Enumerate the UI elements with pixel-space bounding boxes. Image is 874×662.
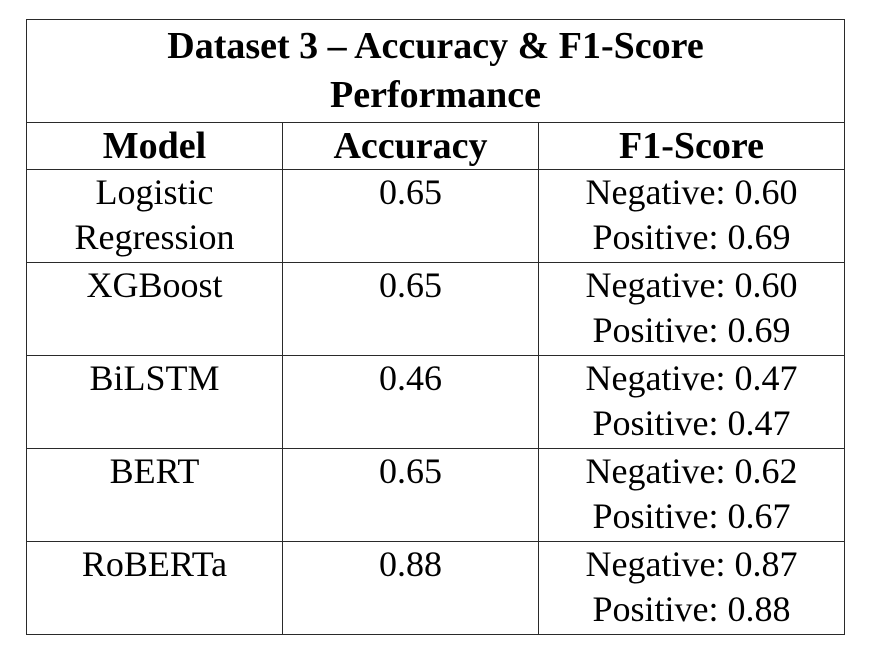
model-name-line-2: Regression — [74, 217, 235, 257]
f1-positive: Positive: 0.67 — [592, 496, 791, 536]
table-row: RoBERTa 0.88 Negative: 0.87 Positive: 0.… — [26, 541, 845, 635]
cell-f1-score: Negative: 0.60 Positive: 0.69 — [538, 169, 845, 263]
cell-model: BiLSTM — [26, 355, 283, 449]
cell-accuracy: 0.46 — [282, 355, 539, 449]
f1-negative: Negative: 0.60 — [585, 172, 798, 212]
header-model: Model — [26, 122, 283, 170]
cell-accuracy: 0.65 — [282, 448, 539, 542]
model-name-line-1: BiLSTM — [89, 358, 220, 398]
f1-negative: Negative: 0.62 — [585, 451, 798, 491]
f1-positive: Positive: 0.69 — [592, 217, 791, 257]
table-title-line-2: Performance — [330, 74, 541, 116]
table-row: BiLSTM 0.46 Negative: 0.47 Positive: 0.4… — [26, 355, 845, 449]
table-row: XGBoost 0.65 Negative: 0.60 Positive: 0.… — [26, 262, 845, 356]
performance-table: Dataset 3 – Accuracy & F1-Score Performa… — [26, 19, 845, 635]
f1-positive: Positive: 0.88 — [592, 589, 791, 629]
cell-model: RoBERTa — [26, 541, 283, 635]
f1-negative: Negative: 0.87 — [585, 544, 798, 584]
model-name-line-1: RoBERTa — [81, 544, 228, 584]
table-title: Dataset 3 – Accuracy & F1-Score Performa… — [26, 19, 845, 123]
model-name-line-1: BERT — [109, 451, 200, 491]
cell-model: BERT — [26, 448, 283, 542]
header-accuracy: Accuracy — [282, 122, 539, 170]
header-f1-score: F1-Score — [538, 122, 845, 170]
f1-positive: Positive: 0.47 — [592, 403, 791, 443]
cell-accuracy: 0.65 — [282, 169, 539, 263]
model-name-line-1: Logistic — [95, 172, 214, 212]
table-header-row: Model Accuracy F1-Score — [26, 122, 845, 170]
cell-accuracy: 0.65 — [282, 262, 539, 356]
f1-negative: Negative: 0.47 — [585, 358, 798, 398]
table-row: BERT 0.65 Negative: 0.62 Positive: 0.67 — [26, 448, 845, 542]
cell-f1-score: Negative: 0.87 Positive: 0.88 — [538, 541, 845, 635]
f1-positive: Positive: 0.69 — [592, 310, 791, 350]
table-title-line-1: Dataset 3 – Accuracy & F1-Score — [167, 25, 704, 67]
table-title-row: Dataset 3 – Accuracy & F1-Score Performa… — [26, 19, 845, 123]
table-row: Logistic Regression 0.65 Negative: 0.60 … — [26, 169, 845, 263]
cell-model: Logistic Regression — [26, 169, 283, 263]
performance-table-container: Dataset 3 – Accuracy & F1-Score Performa… — [26, 19, 845, 635]
cell-f1-score: Negative: 0.62 Positive: 0.67 — [538, 448, 845, 542]
model-name-line-1: XGBoost — [86, 265, 223, 305]
cell-accuracy: 0.88 — [282, 541, 539, 635]
cell-f1-score: Negative: 0.60 Positive: 0.69 — [538, 262, 845, 356]
f1-negative: Negative: 0.60 — [585, 265, 798, 305]
cell-f1-score: Negative: 0.47 Positive: 0.47 — [538, 355, 845, 449]
cell-model: XGBoost — [26, 262, 283, 356]
